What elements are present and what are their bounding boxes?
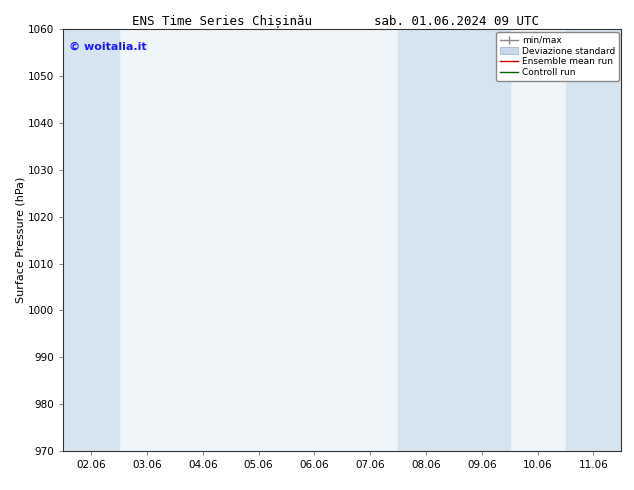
Text: sab. 01.06.2024 09 UTC: sab. 01.06.2024 09 UTC: [374, 15, 539, 28]
Legend: min/max, Deviazione standard, Ensemble mean run, Controll run: min/max, Deviazione standard, Ensemble m…: [496, 32, 619, 81]
Bar: [63, 29, 119, 451]
Bar: [566, 29, 621, 451]
Y-axis label: Surface Pressure (hPa): Surface Pressure (hPa): [15, 177, 25, 303]
Text: © woitalia.it: © woitalia.it: [69, 42, 146, 52]
Text: ENS Time Series Chișinău: ENS Time Series Chișinău: [132, 15, 312, 28]
Bar: [398, 29, 510, 451]
